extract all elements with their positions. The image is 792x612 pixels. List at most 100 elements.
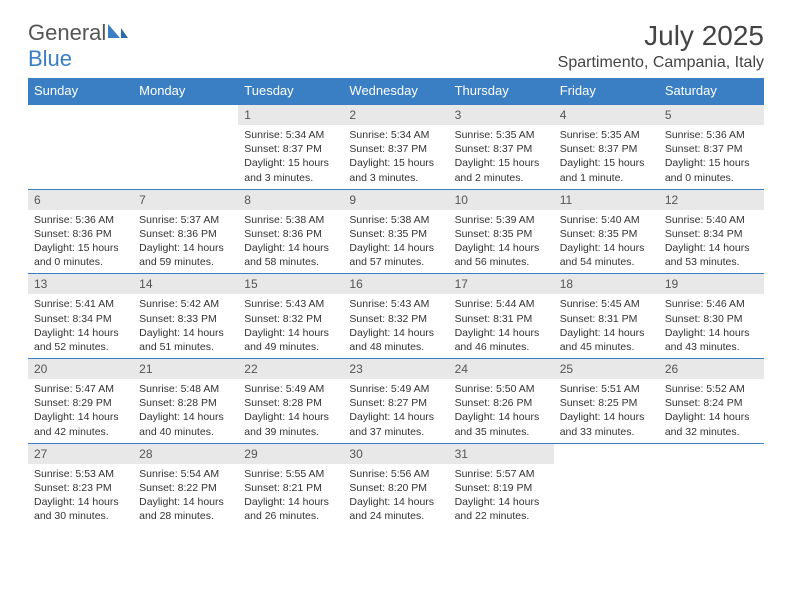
calendar-row: 20Sunrise: 5:47 AMSunset: 8:29 PMDayligh… xyxy=(28,359,764,444)
day-details: Sunrise: 5:34 AMSunset: 8:37 PMDaylight:… xyxy=(238,125,343,189)
calendar-table: SundayMondayTuesdayWednesdayThursdayFrid… xyxy=(28,78,764,527)
day-number: 14 xyxy=(133,274,238,294)
weekday-header: Wednesday xyxy=(343,78,448,104)
day-details: Sunrise: 5:55 AMSunset: 8:21 PMDaylight:… xyxy=(238,464,343,528)
calendar-head: SundayMondayTuesdayWednesdayThursdayFrid… xyxy=(28,78,764,104)
calendar-cell: 23Sunrise: 5:49 AMSunset: 8:27 PMDayligh… xyxy=(343,359,448,444)
calendar-row: 13Sunrise: 5:41 AMSunset: 8:34 PMDayligh… xyxy=(28,274,764,359)
calendar-cell: 9Sunrise: 5:38 AMSunset: 8:35 PMDaylight… xyxy=(343,189,448,274)
day-details: Sunrise: 5:45 AMSunset: 8:31 PMDaylight:… xyxy=(554,294,659,358)
day-details: Sunrise: 5:35 AMSunset: 8:37 PMDaylight:… xyxy=(449,125,554,189)
day-number: 2 xyxy=(343,105,448,125)
logo-word-2: Blue xyxy=(28,46,72,71)
day-number: 20 xyxy=(28,359,133,379)
calendar-cell xyxy=(659,443,764,527)
calendar-row: 6Sunrise: 5:36 AMSunset: 8:36 PMDaylight… xyxy=(28,189,764,274)
day-details: Sunrise: 5:34 AMSunset: 8:37 PMDaylight:… xyxy=(343,125,448,189)
day-details: Sunrise: 5:36 AMSunset: 8:36 PMDaylight:… xyxy=(28,210,133,274)
day-number: 11 xyxy=(554,190,659,210)
calendar-cell: 4Sunrise: 5:35 AMSunset: 8:37 PMDaylight… xyxy=(554,104,659,189)
day-number: 15 xyxy=(238,274,343,294)
day-details: Sunrise: 5:56 AMSunset: 8:20 PMDaylight:… xyxy=(343,464,448,528)
calendar-cell: 29Sunrise: 5:55 AMSunset: 8:21 PMDayligh… xyxy=(238,443,343,527)
calendar-cell xyxy=(133,104,238,189)
day-number: 28 xyxy=(133,444,238,464)
day-details: Sunrise: 5:40 AMSunset: 8:34 PMDaylight:… xyxy=(659,210,764,274)
day-details: Sunrise: 5:42 AMSunset: 8:33 PMDaylight:… xyxy=(133,294,238,358)
calendar-cell: 18Sunrise: 5:45 AMSunset: 8:31 PMDayligh… xyxy=(554,274,659,359)
day-number: 21 xyxy=(133,359,238,379)
day-number: 26 xyxy=(659,359,764,379)
location: Spartimento, Campania, Italy xyxy=(558,54,764,72)
calendar-cell: 3Sunrise: 5:35 AMSunset: 8:37 PMDaylight… xyxy=(449,104,554,189)
calendar-cell: 26Sunrise: 5:52 AMSunset: 8:24 PMDayligh… xyxy=(659,359,764,444)
logo-text: General Blue xyxy=(28,20,130,72)
day-number: 25 xyxy=(554,359,659,379)
day-number: 12 xyxy=(659,190,764,210)
day-details: Sunrise: 5:40 AMSunset: 8:35 PMDaylight:… xyxy=(554,210,659,274)
day-number: 9 xyxy=(343,190,448,210)
calendar-cell: 16Sunrise: 5:43 AMSunset: 8:32 PMDayligh… xyxy=(343,274,448,359)
month-title: July 2025 xyxy=(558,20,764,52)
day-number: 31 xyxy=(449,444,554,464)
day-details: Sunrise: 5:49 AMSunset: 8:28 PMDaylight:… xyxy=(238,379,343,443)
calendar-cell xyxy=(28,104,133,189)
title-block: July 2025 Spartimento, Campania, Italy xyxy=(558,20,764,72)
day-number: 22 xyxy=(238,359,343,379)
calendar-cell: 2Sunrise: 5:34 AMSunset: 8:37 PMDaylight… xyxy=(343,104,448,189)
calendar-cell: 27Sunrise: 5:53 AMSunset: 8:23 PMDayligh… xyxy=(28,443,133,527)
day-number: 24 xyxy=(449,359,554,379)
day-number: 23 xyxy=(343,359,448,379)
calendar-cell: 6Sunrise: 5:36 AMSunset: 8:36 PMDaylight… xyxy=(28,189,133,274)
day-details: Sunrise: 5:46 AMSunset: 8:30 PMDaylight:… xyxy=(659,294,764,358)
logo: General Blue xyxy=(28,20,130,72)
day-details: Sunrise: 5:36 AMSunset: 8:37 PMDaylight:… xyxy=(659,125,764,189)
calendar-cell: 12Sunrise: 5:40 AMSunset: 8:34 PMDayligh… xyxy=(659,189,764,274)
calendar-cell: 28Sunrise: 5:54 AMSunset: 8:22 PMDayligh… xyxy=(133,443,238,527)
day-number: 10 xyxy=(449,190,554,210)
calendar-cell: 17Sunrise: 5:44 AMSunset: 8:31 PMDayligh… xyxy=(449,274,554,359)
calendar-cell: 20Sunrise: 5:47 AMSunset: 8:29 PMDayligh… xyxy=(28,359,133,444)
calendar-cell: 14Sunrise: 5:42 AMSunset: 8:33 PMDayligh… xyxy=(133,274,238,359)
day-details: Sunrise: 5:38 AMSunset: 8:35 PMDaylight:… xyxy=(343,210,448,274)
day-number: 13 xyxy=(28,274,133,294)
day-number: 18 xyxy=(554,274,659,294)
calendar-row: 27Sunrise: 5:53 AMSunset: 8:23 PMDayligh… xyxy=(28,443,764,527)
day-number: 30 xyxy=(343,444,448,464)
day-number: 17 xyxy=(449,274,554,294)
day-number: 19 xyxy=(659,274,764,294)
calendar-body: 1Sunrise: 5:34 AMSunset: 8:37 PMDaylight… xyxy=(28,104,764,527)
day-number: 7 xyxy=(133,190,238,210)
calendar-cell: 19Sunrise: 5:46 AMSunset: 8:30 PMDayligh… xyxy=(659,274,764,359)
header: General Blue July 2025 Spartimento, Camp… xyxy=(28,20,764,72)
calendar-cell: 11Sunrise: 5:40 AMSunset: 8:35 PMDayligh… xyxy=(554,189,659,274)
day-number: 16 xyxy=(343,274,448,294)
day-details: Sunrise: 5:50 AMSunset: 8:26 PMDaylight:… xyxy=(449,379,554,443)
calendar-cell: 24Sunrise: 5:50 AMSunset: 8:26 PMDayligh… xyxy=(449,359,554,444)
day-details: Sunrise: 5:48 AMSunset: 8:28 PMDaylight:… xyxy=(133,379,238,443)
day-number: 8 xyxy=(238,190,343,210)
day-details: Sunrise: 5:57 AMSunset: 8:19 PMDaylight:… xyxy=(449,464,554,528)
calendar-cell: 8Sunrise: 5:38 AMSunset: 8:36 PMDaylight… xyxy=(238,189,343,274)
weekday-header: Friday xyxy=(554,78,659,104)
sail-icon xyxy=(106,20,130,46)
weekday-header: Sunday xyxy=(28,78,133,104)
calendar-cell: 22Sunrise: 5:49 AMSunset: 8:28 PMDayligh… xyxy=(238,359,343,444)
day-details: Sunrise: 5:43 AMSunset: 8:32 PMDaylight:… xyxy=(343,294,448,358)
logo-word-1: General xyxy=(28,20,106,45)
calendar-cell: 15Sunrise: 5:43 AMSunset: 8:32 PMDayligh… xyxy=(238,274,343,359)
day-number: 5 xyxy=(659,105,764,125)
calendar-cell: 21Sunrise: 5:48 AMSunset: 8:28 PMDayligh… xyxy=(133,359,238,444)
day-number: 6 xyxy=(28,190,133,210)
day-details: Sunrise: 5:41 AMSunset: 8:34 PMDaylight:… xyxy=(28,294,133,358)
day-details: Sunrise: 5:44 AMSunset: 8:31 PMDaylight:… xyxy=(449,294,554,358)
day-details: Sunrise: 5:52 AMSunset: 8:24 PMDaylight:… xyxy=(659,379,764,443)
day-number: 29 xyxy=(238,444,343,464)
weekday-header: Thursday xyxy=(449,78,554,104)
day-details: Sunrise: 5:47 AMSunset: 8:29 PMDaylight:… xyxy=(28,379,133,443)
day-number: 3 xyxy=(449,105,554,125)
calendar-cell: 30Sunrise: 5:56 AMSunset: 8:20 PMDayligh… xyxy=(343,443,448,527)
day-details: Sunrise: 5:38 AMSunset: 8:36 PMDaylight:… xyxy=(238,210,343,274)
calendar-cell: 1Sunrise: 5:34 AMSunset: 8:37 PMDaylight… xyxy=(238,104,343,189)
weekday-header: Saturday xyxy=(659,78,764,104)
